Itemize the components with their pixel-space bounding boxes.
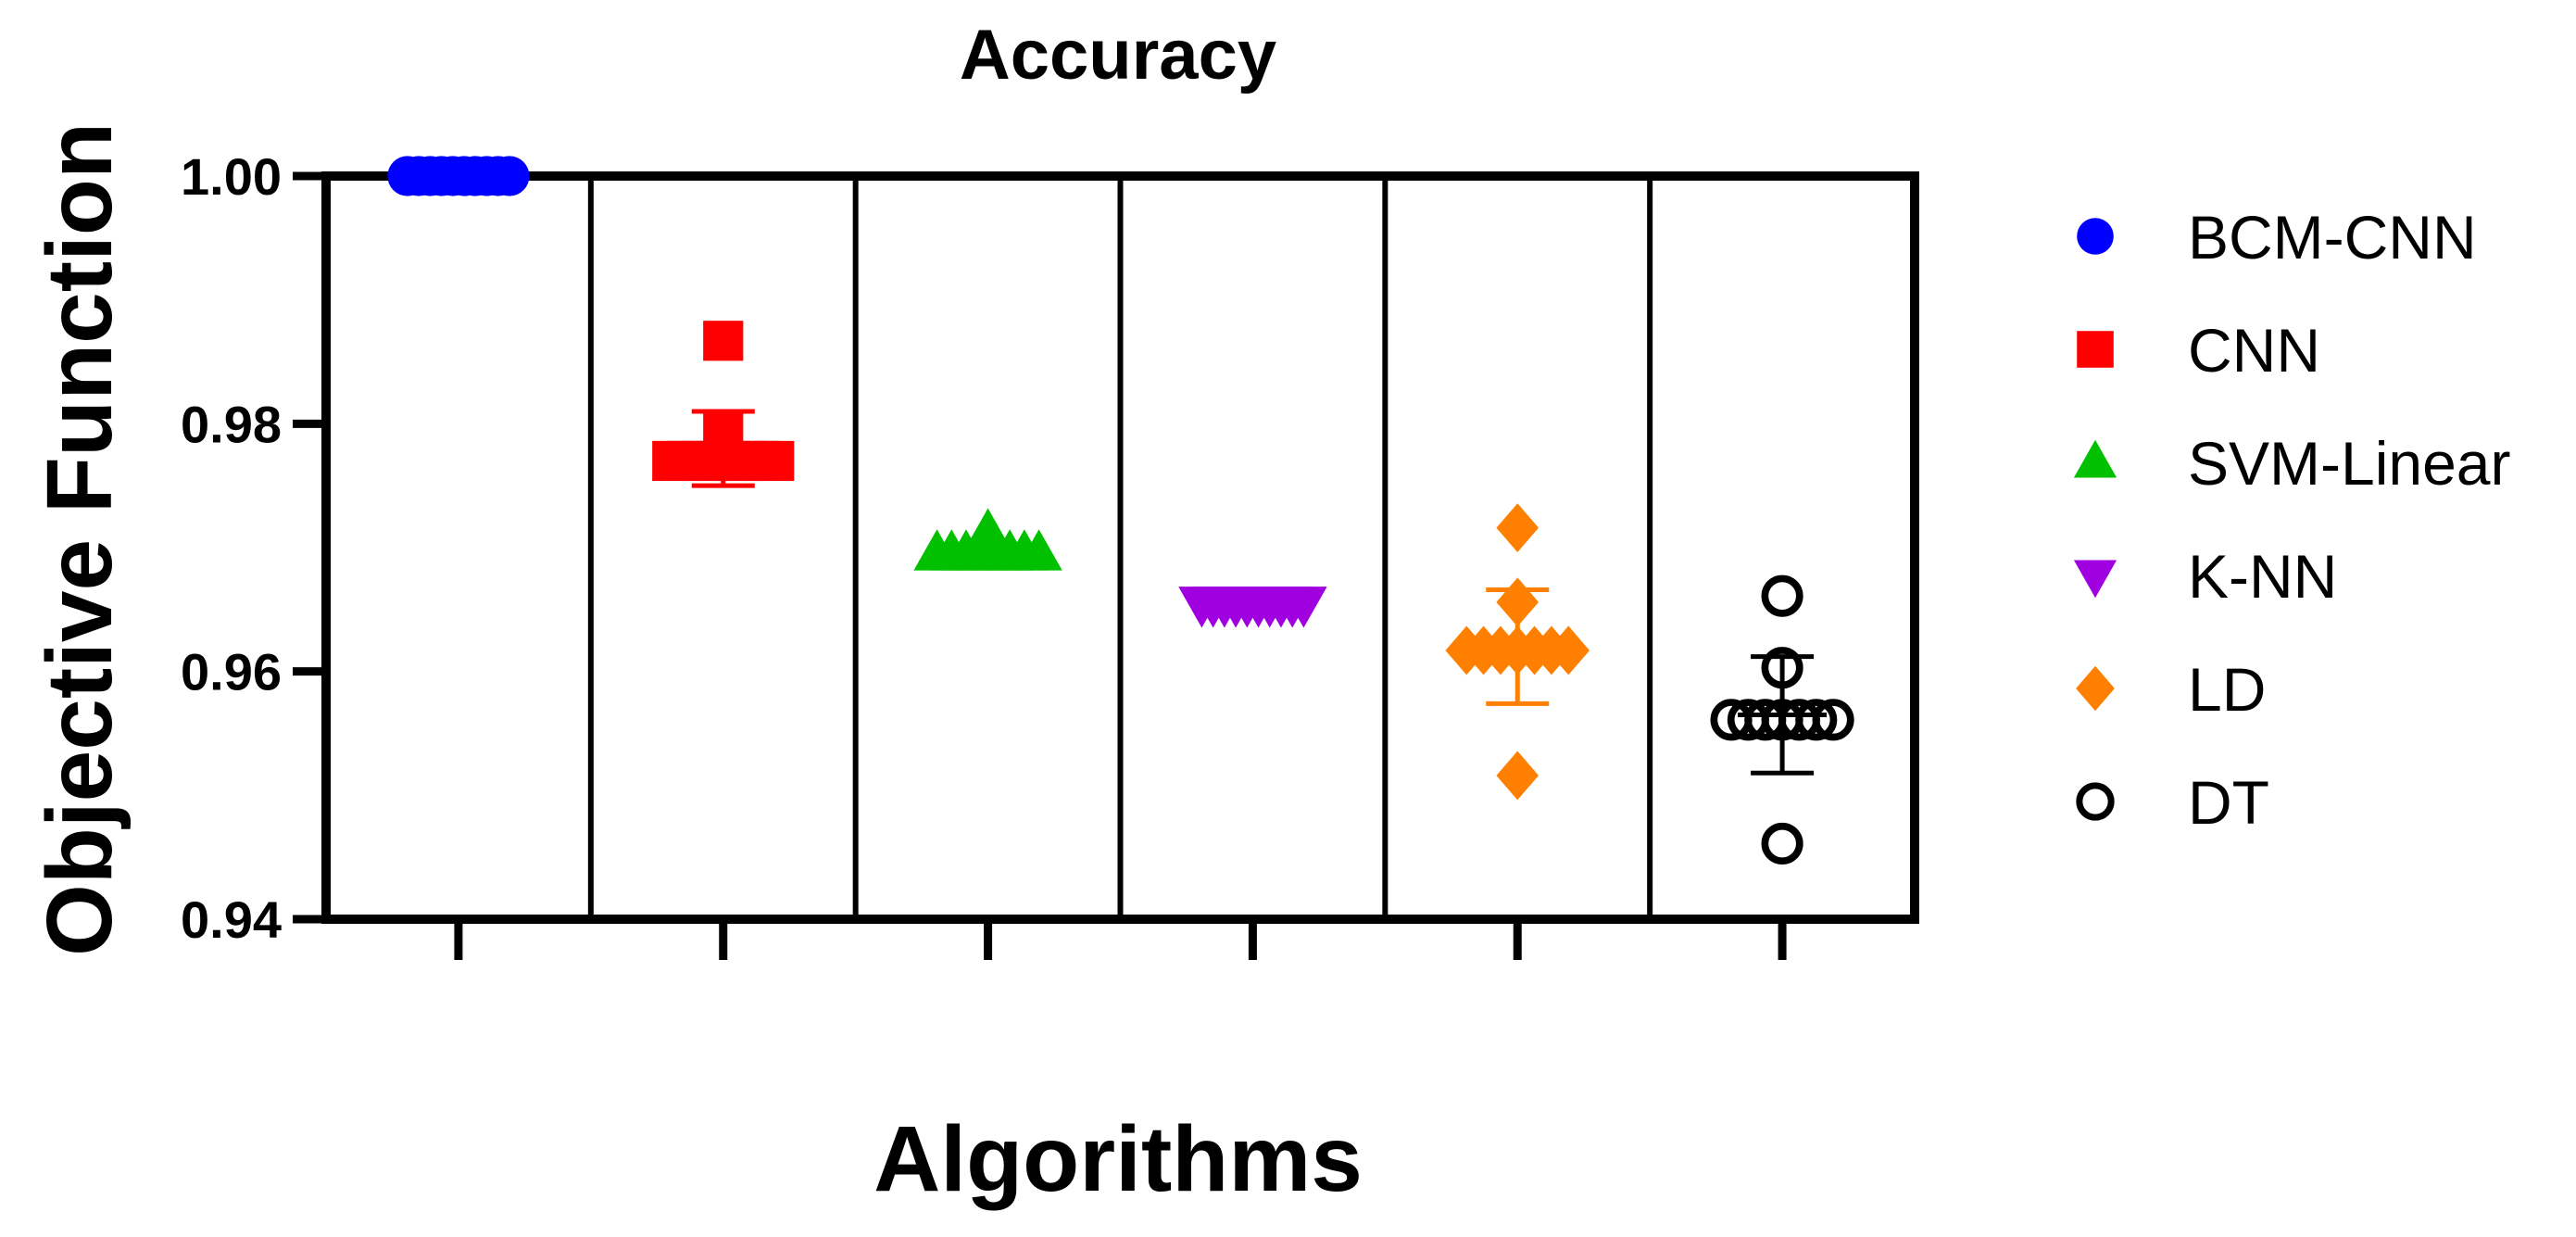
x-axis-label: Algorithms — [873, 1107, 1363, 1211]
legend-marker — [2073, 439, 2117, 478]
data-point — [1795, 699, 1838, 741]
data-point — [703, 321, 744, 361]
data-point — [1547, 625, 1590, 675]
data-point — [1496, 503, 1539, 553]
series-group — [1445, 503, 1590, 801]
series-group — [387, 156, 530, 196]
legend-marker — [2076, 782, 2115, 821]
legend-marker — [2077, 331, 2114, 368]
legend-item: BCM-CNN — [2077, 203, 2477, 271]
y-tick-label: 0.94 — [181, 890, 282, 949]
legend-item: DT — [2076, 768, 2269, 837]
legend-marker — [2077, 218, 2114, 255]
series-group — [1178, 587, 1327, 628]
legend: BCM-CNN CNN SVM-Linear K-NN LD DT — [2073, 203, 2510, 837]
legend-marker — [2073, 560, 2117, 599]
legend-label: DT — [2188, 768, 2269, 837]
series-group — [652, 321, 795, 488]
y-tick-label: 1.00 — [181, 147, 282, 206]
data-point — [1761, 822, 1803, 865]
legend-item: K-NN — [2073, 542, 2337, 611]
legend-label: SVM-Linear — [2188, 429, 2510, 498]
data-point — [1496, 751, 1539, 801]
data-point — [489, 156, 530, 196]
data-point — [1761, 574, 1803, 617]
data-point — [1015, 529, 1062, 571]
legend-item: CNN — [2077, 316, 2320, 385]
data-point — [1280, 587, 1327, 628]
legend-label: K-NN — [2188, 542, 2337, 611]
legend-label: CNN — [2188, 316, 2320, 385]
plot-area — [321, 171, 1919, 924]
chart-title: Accuracy — [960, 16, 1276, 95]
series-group — [913, 508, 1062, 571]
data-point — [1812, 699, 1854, 741]
legend-label: BCM-CNN — [2188, 203, 2477, 271]
y-tick-label: 0.96 — [181, 643, 282, 701]
series-group — [1710, 574, 1854, 865]
y-axis: 0.94 0.96 0.98 1.00 — [181, 147, 326, 949]
legend-item: LD — [2076, 655, 2266, 724]
series-layer — [387, 156, 1854, 865]
y-axis-label: Objective Function — [28, 122, 132, 956]
x-axis — [454, 919, 1787, 960]
legend-marker — [2076, 665, 2115, 712]
y-tick-label: 0.98 — [181, 395, 282, 453]
legend-item: SVM-Linear — [2073, 429, 2510, 498]
legend-label: LD — [2188, 655, 2266, 724]
